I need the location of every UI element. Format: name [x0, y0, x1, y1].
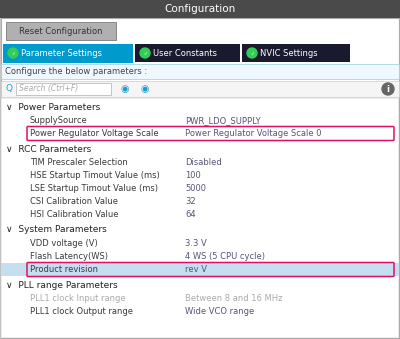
Text: ∨  PLL range Parameters: ∨ PLL range Parameters	[6, 280, 118, 290]
Bar	[1, 263, 399, 276]
Text: Q: Q	[5, 84, 12, 94]
Circle shape	[140, 48, 150, 58]
Text: 5000: 5000	[185, 184, 206, 193]
Bar	[242, 44, 350, 62]
Bar	[0, 0, 400, 18]
Text: NVIC Settings: NVIC Settings	[260, 48, 318, 58]
Circle shape	[8, 48, 18, 58]
Bar	[1, 81, 399, 97]
Text: ✓: ✓	[143, 51, 147, 56]
Text: SupplySource: SupplySource	[30, 116, 88, 125]
Text: Disabled: Disabled	[185, 158, 222, 167]
Text: User Constants: User Constants	[153, 48, 217, 58]
Text: Between 8 and 16 MHz: Between 8 and 16 MHz	[185, 294, 282, 303]
Bar	[1, 64, 399, 79]
Text: 4 WS (5 CPU cycle): 4 WS (5 CPU cycle)	[185, 252, 265, 261]
Circle shape	[247, 48, 257, 58]
Text: 32: 32	[185, 197, 196, 206]
Text: TIM Prescaler Selection: TIM Prescaler Selection	[30, 158, 128, 167]
Text: PLL1 clock Output range: PLL1 clock Output range	[30, 307, 133, 316]
Text: ∨  System Parameters: ∨ System Parameters	[6, 225, 107, 235]
Text: 100: 100	[185, 171, 201, 180]
Text: PLL1 clock Input range: PLL1 clock Input range	[30, 294, 126, 303]
Bar	[135, 44, 240, 62]
Text: Configuration: Configuration	[164, 4, 236, 14]
Text: HSE Startup Timout Value (ms): HSE Startup Timout Value (ms)	[30, 171, 160, 180]
Text: CSI Calibration Value: CSI Calibration Value	[30, 197, 118, 206]
Bar	[3, 44, 133, 62]
Text: Flash Latency(WS): Flash Latency(WS)	[30, 252, 108, 261]
Text: ◉: ◉	[141, 84, 149, 94]
Bar	[3, 61, 133, 63]
Text: LSE Startup Timout Value (ms): LSE Startup Timout Value (ms)	[30, 184, 158, 193]
Text: ∨  RCC Parameters: ∨ RCC Parameters	[6, 144, 91, 154]
Bar	[16, 83, 111, 95]
Text: ✓: ✓	[250, 51, 254, 56]
Text: i: i	[386, 84, 390, 94]
Text: 64: 64	[185, 210, 196, 219]
Text: HSI Calibration Value: HSI Calibration Value	[30, 210, 118, 219]
Text: Power Regulator Voltage Scale: Power Regulator Voltage Scale	[30, 129, 159, 138]
Text: 3.3 V: 3.3 V	[185, 239, 207, 248]
Circle shape	[382, 83, 394, 95]
Bar	[1, 98, 399, 338]
Bar	[6, 22, 116, 40]
Text: ◉: ◉	[121, 84, 129, 94]
Text: ✓: ✓	[11, 51, 15, 56]
Text: Configure the below parameters :: Configure the below parameters :	[5, 67, 147, 76]
Text: Reset Configuration: Reset Configuration	[19, 26, 103, 36]
Text: Wide VCO range: Wide VCO range	[185, 307, 254, 316]
Text: Power Regulator Voltage Scale 0: Power Regulator Voltage Scale 0	[185, 129, 322, 138]
Text: Parameter Settings: Parameter Settings	[21, 48, 102, 58]
Text: rev V: rev V	[185, 265, 207, 274]
Text: ∨  Power Parameters: ∨ Power Parameters	[6, 102, 100, 112]
Text: Search (Ctrl+F): Search (Ctrl+F)	[19, 84, 78, 94]
FancyBboxPatch shape	[27, 262, 394, 277]
Text: Product revision: Product revision	[30, 265, 98, 274]
Text: PWR_LDO_SUPPLY: PWR_LDO_SUPPLY	[185, 116, 261, 125]
Text: VDD voltage (V): VDD voltage (V)	[30, 239, 98, 248]
